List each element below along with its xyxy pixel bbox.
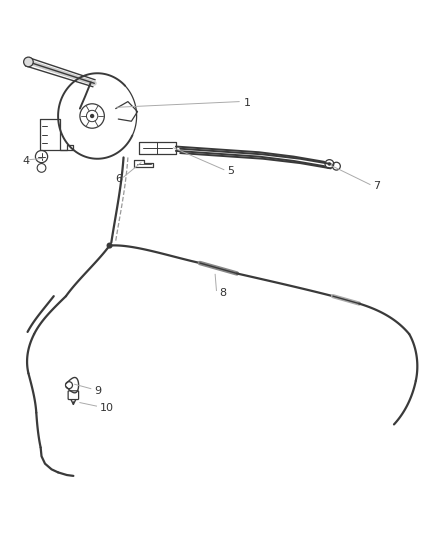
Text: 10: 10 (99, 403, 113, 413)
Text: 7: 7 (372, 181, 379, 191)
Circle shape (327, 162, 330, 166)
Text: 6: 6 (116, 174, 122, 184)
Circle shape (106, 243, 113, 248)
Text: 8: 8 (219, 288, 226, 297)
Circle shape (90, 114, 94, 118)
Text: 9: 9 (94, 386, 101, 396)
Text: 4: 4 (22, 156, 29, 166)
Text: 1: 1 (243, 99, 250, 108)
Circle shape (24, 57, 33, 67)
Text: 5: 5 (227, 166, 234, 176)
